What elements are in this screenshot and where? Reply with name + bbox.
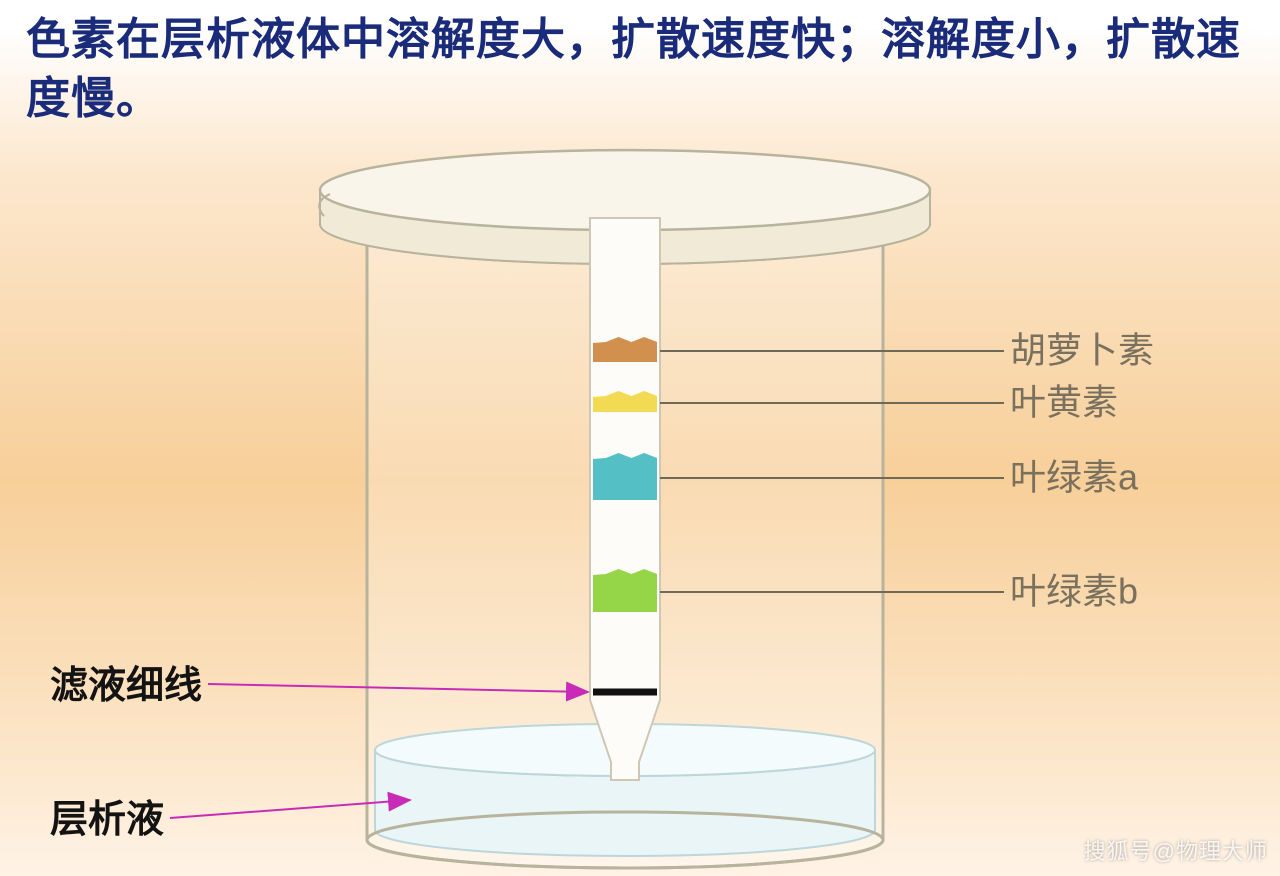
label-solvent: 层析液: [50, 799, 164, 841]
diagram-svg: 胡萝卜素叶黄素叶绿素a 叶绿素b 滤液细线层析液: [0, 140, 1280, 876]
slide: 色素在层析液体中溶解度大，扩散速度快；溶解度小，扩散速度慢。: [0, 0, 1280, 876]
chromatography-strip: [590, 218, 660, 780]
pigment-label-carotene: 胡萝卜素: [1010, 330, 1154, 371]
slide-title: 色素在层析液体中溶解度大，扩散速度快；溶解度小，扩散速度慢。: [26, 10, 1250, 129]
pigment-label-chlorophyll_b: 叶绿素b: [1010, 571, 1138, 612]
pigment-band-chlorophyll_a: [593, 453, 657, 500]
watermark: 搜狐号@物理大师: [1084, 834, 1268, 866]
chromatography-diagram: 胡萝卜素叶黄素叶绿素a 叶绿素b 滤液细线层析液: [0, 140, 1280, 876]
pigment-band-chlorophyll_b: [593, 569, 657, 612]
label-origin_line: 滤液细线: [50, 665, 202, 707]
pigment-label-xanthophyll: 叶黄素: [1010, 382, 1118, 423]
pigment-label-chlorophyll_a: 叶绿素a: [1010, 457, 1139, 498]
